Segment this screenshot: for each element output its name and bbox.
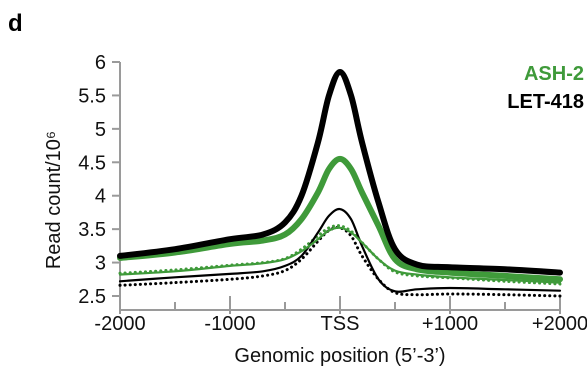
y-tick-label: 5 <box>95 119 106 141</box>
series-line-let418-dotted <box>118 226 562 298</box>
series-line-let418-thin <box>118 207 562 293</box>
series-line-let418-thick <box>117 69 563 276</box>
legend: ASH-2 LET-418 <box>507 63 584 113</box>
y-tick-label: 3 <box>95 253 106 275</box>
y-tick-label: 4.5 <box>78 152 106 174</box>
y-tick-label: 6 <box>95 52 106 74</box>
series-line-ash2-thin <box>118 226 562 284</box>
x-tick-label: -1000 <box>204 313 255 335</box>
panel-label: d <box>8 10 23 37</box>
y-tick-label: 3.5 <box>78 219 106 241</box>
series-line-ash2-thick <box>117 155 563 283</box>
y-tick-label: 2.5 <box>78 286 106 308</box>
x-axis-label: Genomic position (5’-3’) <box>234 345 445 367</box>
x-tick-label: TSS <box>321 313 360 335</box>
legend-entry: ASH-2 <box>524 63 584 85</box>
y-tick-label: 4 <box>95 186 106 208</box>
x-tick-label: -2000 <box>94 313 145 335</box>
legend-entry: LET-418 <box>507 91 584 113</box>
series-line-ash2-dotted <box>118 224 562 286</box>
x-tick-label: +2000 <box>532 313 587 335</box>
x-axis: -2000 -1000 TSS +1000 +2000 <box>94 296 587 335</box>
x-tick-label: +1000 <box>422 313 478 335</box>
y-tick-label: 5.5 <box>78 85 106 107</box>
series-layer <box>117 69 563 298</box>
y-axis: 2.5 3 3.5 4 4.5 5 5.5 6 <box>78 52 121 308</box>
y-axis-label: Read count/10⁶ <box>43 131 65 269</box>
